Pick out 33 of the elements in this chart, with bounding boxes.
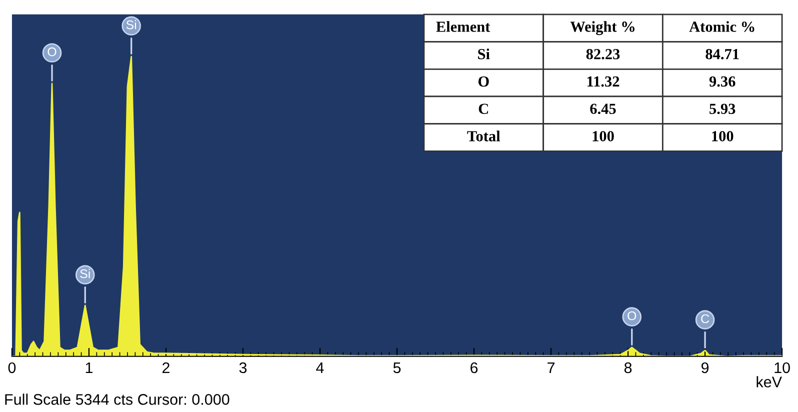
text: Full Scale 5344 cts Cursor: 0.000: [5, 394, 230, 405]
annotation: 82.23: [586, 48, 620, 60]
annotation: 100: [712, 131, 734, 142]
text: Atomic %: [689, 21, 754, 32]
annotation: C: [701, 314, 710, 324]
x-tick-label: 1: [86, 362, 92, 374]
x-tick-label: 5: [393, 362, 401, 374]
annotation: Si: [80, 269, 90, 278]
x-tick-label: 2: [162, 362, 170, 374]
x-tick-label: 8: [624, 362, 632, 374]
x-tick-label: 3: [239, 362, 247, 374]
annotation: Si: [126, 20, 136, 30]
x-tick-label: 0: [8, 362, 16, 374]
annotation: O: [478, 76, 489, 87]
text: Weight %: [570, 21, 634, 36]
annotation: Total: [467, 130, 500, 142]
x-tick-label: 10: [774, 362, 790, 374]
annotation: Si: [478, 48, 490, 60]
annotation: 84.71: [706, 48, 739, 60]
annotation: O: [48, 47, 56, 56]
text: Element: [436, 21, 490, 32]
annotation: 9.36: [709, 76, 736, 87]
annotation: 100: [592, 131, 614, 142]
annotation: C: [478, 104, 488, 114]
x-tick-label: 6: [470, 362, 478, 374]
annotation: 6.45: [590, 104, 616, 114]
x-tick-label: 4: [316, 362, 324, 374]
annotation: O: [628, 311, 636, 320]
annotation: 5.93: [710, 104, 736, 114]
annotation: 11.32: [587, 76, 620, 87]
x-tick-label: 7: [548, 362, 554, 374]
x-tick-label: 9: [702, 362, 709, 374]
x-axis-title: keV: [756, 376, 782, 388]
